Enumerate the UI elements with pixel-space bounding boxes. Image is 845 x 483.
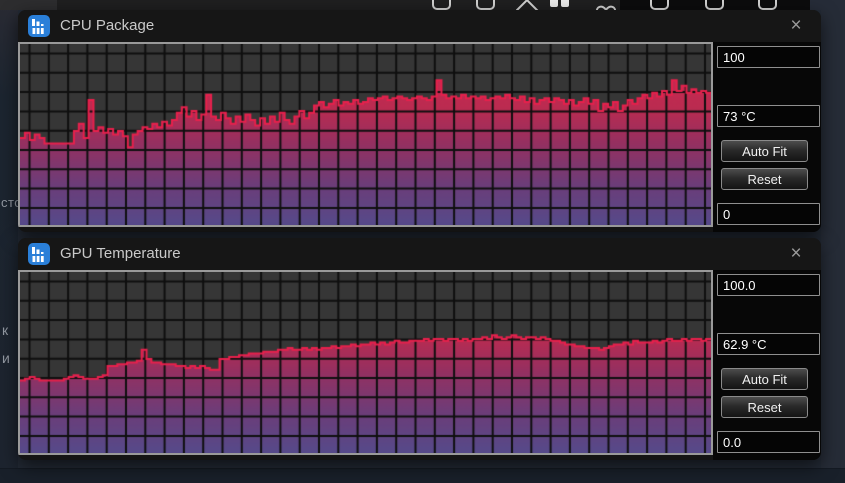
strip-segment: [620, 0, 810, 10]
axis-max-input[interactable]: [717, 274, 820, 296]
strip-segment: [0, 0, 57, 10]
desktop-bottom-band: [0, 468, 845, 483]
cpu-graph-area[interactable]: [18, 42, 713, 227]
cpu-graph-canvas[interactable]: [20, 44, 711, 225]
gpu-graph-canvas[interactable]: [20, 272, 711, 453]
window-icon[interactable]: [648, 0, 672, 10]
window-icon[interactable]: [474, 0, 498, 10]
titlebar[interactable]: GPU Temperature ×: [18, 238, 821, 270]
window-cpu-package: CPU Package × Auto Fit Reset: [18, 10, 821, 232]
strip-segment: [57, 0, 620, 10]
strip-segment: [810, 0, 845, 10]
auto-fit-button[interactable]: Auto Fit: [721, 140, 808, 162]
graph-app-icon: [28, 243, 50, 265]
reset-button[interactable]: Reset: [721, 168, 808, 190]
window-icon[interactable]: [430, 0, 454, 10]
desktop-right-strip: [821, 0, 845, 482]
close-icon[interactable]: ×: [790, 15, 802, 36]
graph-app-icon: [28, 15, 50, 37]
split-squares-icon[interactable]: [548, 0, 572, 10]
caret-icon[interactable]: [516, 0, 540, 10]
desktop-text-fragment: сто: [1, 195, 23, 210]
window-gpu-temperature: GPU Temperature × Auto Fit Reset: [18, 238, 821, 460]
axis-min-input[interactable]: [717, 431, 820, 453]
titlebar[interactable]: CPU Package ×: [18, 10, 821, 42]
current-value-input[interactable]: [717, 333, 820, 355]
window-title: CPU Package: [60, 17, 155, 34]
desktop-text-fragment: и: [2, 350, 11, 366]
window-icon[interactable]: [703, 0, 727, 10]
top-icon-strip: [0, 0, 845, 10]
auto-fit-button[interactable]: Auto Fit: [721, 368, 808, 390]
axis-max-input[interactable]: [717, 46, 820, 68]
close-icon[interactable]: ×: [790, 243, 802, 264]
heart-icon[interactable]: [594, 0, 618, 10]
side-panel: [713, 42, 821, 232]
window-title: GPU Temperature: [60, 245, 181, 262]
current-value-input[interactable]: [717, 105, 820, 127]
reset-button[interactable]: Reset: [721, 396, 808, 418]
window-icon[interactable]: [756, 0, 780, 10]
axis-min-input[interactable]: [717, 203, 820, 225]
desktop-left-strip: [0, 0, 18, 482]
gpu-graph-area[interactable]: [18, 270, 713, 455]
side-panel: [713, 270, 821, 460]
desktop-text-fragment: к: [2, 322, 9, 338]
